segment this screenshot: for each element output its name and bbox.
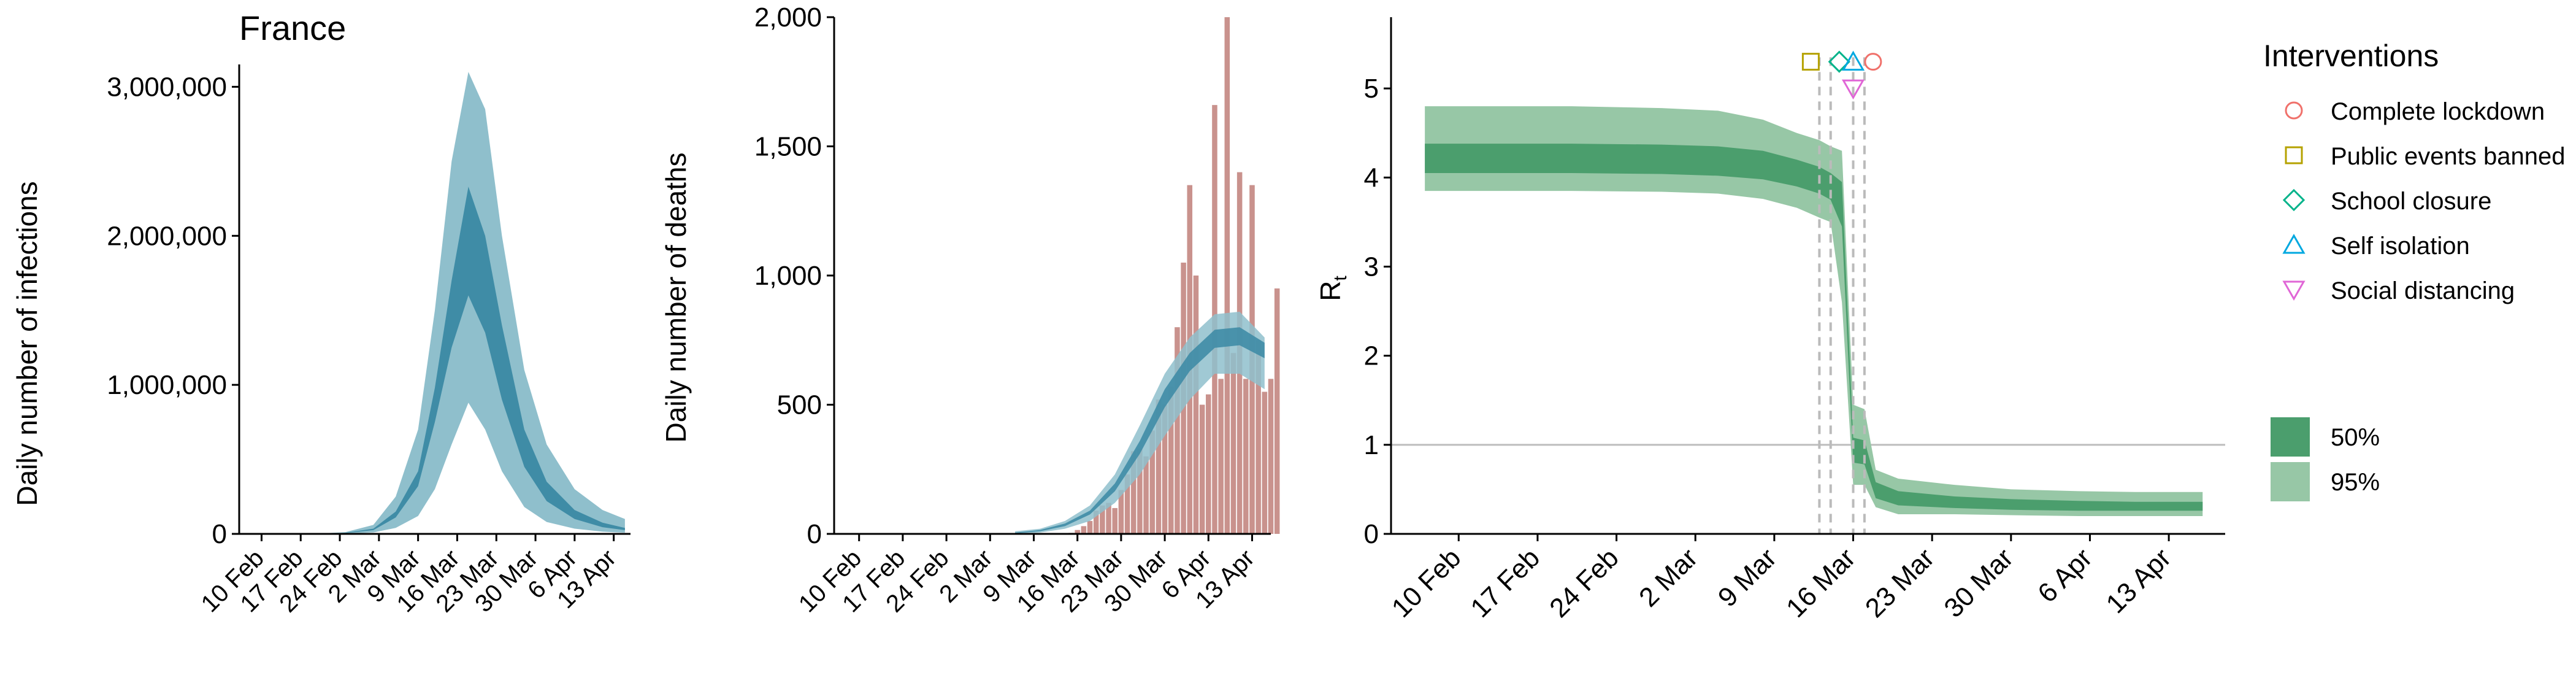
rt-y-tick-label: 3 — [1364, 252, 1379, 282]
intervention-marker-triangle-down — [1841, 79, 1865, 100]
infections-band-95 — [317, 72, 625, 534]
infections-band-50 — [317, 187, 625, 534]
deaths-bar — [1243, 379, 1249, 534]
panel-title-france: France — [239, 9, 346, 47]
deaths-bar — [1206, 394, 1211, 534]
deaths-y-tick-label: 1,000 — [754, 261, 822, 291]
infections-y-tick-label: 0 — [212, 519, 227, 549]
deaths-bar — [1093, 511, 1099, 534]
rt-x-tick-label: 2 Mar — [1633, 542, 1703, 612]
deaths-bar — [1193, 276, 1199, 534]
deaths-bar — [1268, 379, 1274, 534]
deaths-bar — [1124, 474, 1130, 534]
deaths-bar — [1112, 507, 1117, 534]
deaths-bar — [1224, 17, 1230, 534]
deaths-bar — [1199, 404, 1205, 534]
rt-x-tick-label: 13 Apr — [2101, 542, 2177, 619]
infections-y-tick-label: 1,000,000 — [107, 370, 227, 400]
legend-item-label: Social distancing — [2331, 277, 2515, 304]
deaths-bar — [1262, 392, 1268, 534]
deaths-bar — [1100, 505, 1105, 534]
intervention-marker-triangle-up — [1841, 50, 1865, 71]
deaths-bar — [1075, 530, 1080, 534]
deaths-bar — [1106, 503, 1111, 534]
rt-x-tick-label: 16 Mar — [1781, 542, 1861, 623]
deaths-bar — [1137, 449, 1143, 534]
intervention-marker-square — [1801, 53, 1820, 71]
deaths-bar — [1218, 379, 1224, 534]
deaths-bar — [1255, 340, 1261, 534]
deaths-bar — [1230, 353, 1236, 534]
deaths-bar — [1118, 490, 1124, 534]
intervention-marker-circle — [1864, 53, 1882, 71]
rt-y-tick-label: 5 — [1364, 74, 1379, 104]
legend-marker-circle — [2285, 101, 2303, 120]
rt-x-tick-label: 23 Mar — [1860, 542, 1940, 623]
legend-marker-square — [2285, 146, 2303, 164]
deaths-bar — [1274, 288, 1280, 534]
deaths-bar — [1168, 387, 1174, 534]
legend-title: Interventions — [2263, 39, 2439, 73]
intervention-marker-diamond — [1828, 50, 1850, 73]
deaths-bar — [1081, 526, 1087, 534]
rt-x-tick-label: 24 Feb — [1544, 542, 1625, 623]
legend-band-label: 50% — [2331, 424, 2380, 451]
deaths-bar — [1143, 456, 1149, 534]
rt-y-tick-label: 4 — [1364, 163, 1379, 193]
legend-item-label: Self isolation — [2331, 233, 2470, 260]
legend-band-swatch — [2271, 417, 2310, 457]
legend-item-label: School closure — [2331, 188, 2491, 215]
deaths-bar — [1087, 520, 1093, 534]
legend-band-label: 95% — [2331, 469, 2380, 496]
rt-x-tick-label: 10 Feb — [1386, 542, 1467, 623]
deaths-y-tick-label: 2,000 — [754, 2, 822, 33]
legend: Interventions Complete lockdown Public eve… — [2263, 39, 2566, 501]
deaths-bar — [1149, 430, 1156, 534]
rt-x-tick-label: 30 Mar — [1938, 542, 2018, 623]
legend-marker-triangle-up — [2282, 233, 2306, 254]
deaths-band-95 — [1014, 311, 1265, 534]
infections-y-axis-label: Daily number of infections — [11, 181, 43, 506]
rt-y-tick-label: 0 — [1364, 519, 1379, 549]
deaths-y-axis-label: Daily number of deaths — [660, 152, 692, 442]
legend-marker-triangle-down — [2282, 280, 2306, 301]
deaths-y-tick-label: 1,500 — [754, 132, 822, 162]
legend-marker-diamond — [2282, 188, 2306, 212]
rt-subscript: t — [1330, 276, 1351, 281]
deaths-y-tick-label: 0 — [807, 519, 822, 549]
rt-y-axis-label: Rt — [1314, 276, 1351, 301]
deaths-y-tick-label: 500 — [777, 390, 822, 420]
deaths-bar — [1175, 327, 1180, 534]
rt-x-tick-label: 6 Apr — [2032, 542, 2098, 608]
infections-y-tick-label: 3,000,000 — [107, 72, 227, 102]
deaths-bar — [1130, 451, 1137, 534]
deaths-bar — [1156, 399, 1162, 534]
deaths-bar — [1162, 404, 1168, 534]
rt-x-tick-label: 9 Mar — [1712, 542, 1782, 612]
infections-y-tick-label: 2,000,000 — [107, 221, 227, 251]
legend-band-swatch — [2271, 462, 2310, 501]
legend-item-label: Complete lockdown — [2331, 98, 2545, 125]
rt-x-tick-label: 17 Feb — [1465, 542, 1546, 623]
legend-item-label: Public events banned — [2331, 143, 2566, 170]
rt-y-tick-label: 1 — [1364, 430, 1379, 460]
rt-y-tick-label: 2 — [1364, 341, 1379, 371]
